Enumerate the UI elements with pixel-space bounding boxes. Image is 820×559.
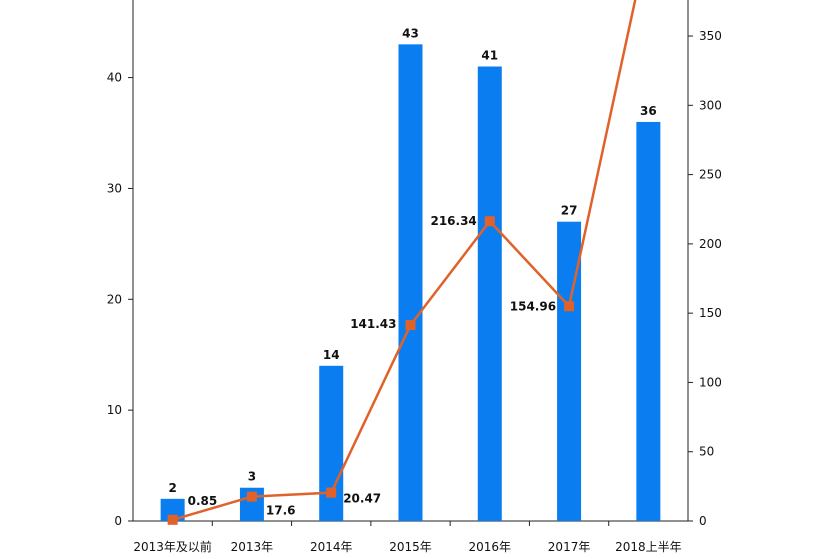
x-category-label: 2013年及以前 [133, 539, 212, 554]
bar-data-labels: 2 3 14 43 41 27 36 [168, 26, 656, 494]
line-point [484, 216, 495, 227]
x-ticks: 2013年及以前 2013年 2014年 2015年 2016年 2017年 2018上半年 [133, 521, 682, 554]
bar-data-label: 43 [402, 26, 419, 40]
right-tick-label: 100 [699, 375, 722, 389]
left-tick-label: 10 [107, 403, 122, 417]
bar [636, 121, 661, 522]
x-category-label: 2015年 [389, 540, 432, 554]
right-tick-label: 0 [699, 514, 707, 528]
bar-series [160, 44, 661, 522]
line-point [246, 491, 257, 502]
bar [398, 44, 423, 522]
line-point [167, 514, 178, 525]
x-category-label: 2014年 [310, 540, 353, 554]
left-y-ticks: 0 10 20 30 40 [107, 71, 133, 528]
left-tick-label: 40 [107, 71, 122, 85]
line-data-label: 17.6 [266, 504, 296, 518]
right-tick-label: 350 [699, 29, 722, 43]
left-tick-label: 20 [107, 292, 122, 306]
x-category-label: 2013年 [231, 540, 274, 554]
left-tick-label: 30 [107, 181, 122, 195]
line-point [405, 320, 416, 331]
bar-data-label: 14 [323, 348, 340, 362]
line-data-label: 216.34 [430, 214, 476, 228]
line-data-label: 154.96 [510, 299, 556, 313]
right-tick-label: 50 [699, 445, 714, 459]
line-data-label: 141.43 [350, 317, 396, 331]
right-tick-label: 250 [699, 168, 722, 182]
bar-data-label: 27 [561, 204, 578, 218]
line-point [326, 487, 337, 498]
right-y-ticks: 0 50 100 150 200 250 300 350 [688, 29, 722, 528]
line-series [167, 0, 637, 525]
x-category-label: 2018上半年 [615, 540, 682, 554]
bar [477, 66, 502, 522]
left-tick-label: 0 [114, 514, 122, 528]
bar-data-label: 36 [640, 104, 657, 118]
bar-data-label: 41 [481, 49, 498, 63]
right-tick-label: 150 [699, 306, 722, 320]
line-data-label: 0.85 [188, 494, 218, 508]
right-tick-label: 200 [699, 237, 722, 251]
bar-data-label: 3 [248, 470, 256, 484]
bar [160, 498, 185, 521]
bar-data-label: 2 [168, 481, 176, 495]
bar [319, 365, 344, 521]
x-category-label: 2017年 [548, 540, 591, 554]
line-data-label: 20.47 [343, 492, 381, 506]
right-tick-label: 300 [699, 98, 722, 112]
x-category-label: 2016年 [469, 540, 512, 554]
line-point [564, 301, 575, 312]
line-data-labels: 0.85 17.6 20.47 141.43 216.34 154.96 [188, 214, 556, 517]
